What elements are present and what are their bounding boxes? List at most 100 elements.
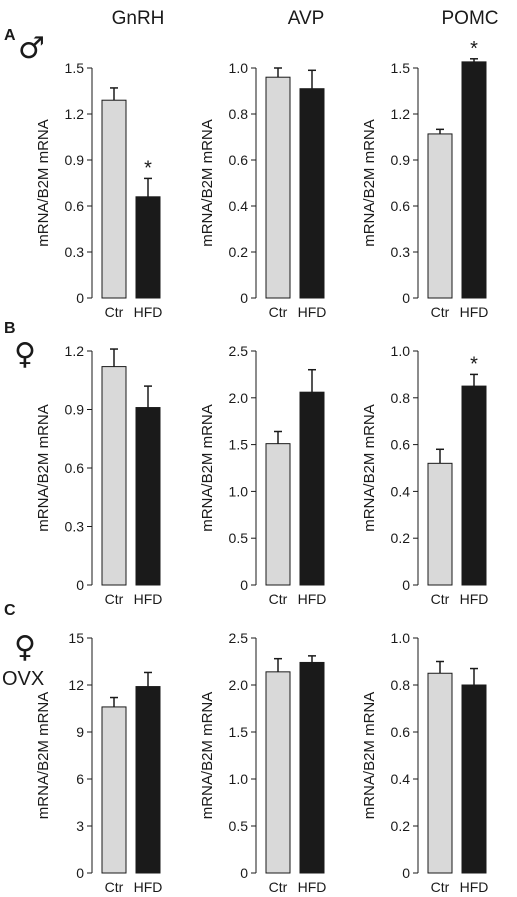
chart-1-tick-label: 0 (240, 290, 248, 306)
chart-1-bar-ctr (265, 76, 291, 299)
chart-6-tick-label: 12 (68, 677, 84, 693)
chart-4-category-label: HFD (298, 591, 327, 607)
chart-7-category-label: HFD (298, 879, 327, 895)
chart-6-tick-label: 6 (76, 771, 84, 787)
chart-2-tick-label: 0.9 (391, 152, 411, 168)
chart-5-tick-label: 0 (402, 577, 410, 593)
panel-letter-c: C (4, 602, 16, 619)
chart-0-category-label: HFD (134, 304, 163, 320)
chart-2-y-label: mRNA/B2M mRNA (361, 119, 378, 247)
chart-6-tick-label: 0 (76, 865, 84, 881)
chart-2-category-label: HFD (460, 304, 489, 320)
chart-6-bar-hfd (135, 686, 161, 874)
chart-1-tick-label: 0.2 (229, 244, 249, 260)
chart-7-y-label: mRNA/B2M mRNA (199, 692, 216, 820)
chart-4-tick-label: 2.0 (229, 390, 249, 406)
chart-8-tick-label: 0.8 (391, 677, 411, 693)
chart-8-bar-ctr (427, 672, 453, 874)
column-title-gnrh: GnRH (112, 8, 165, 29)
chart-1-y-label: mRNA/B2M mRNA (199, 119, 216, 247)
chart-4-bar-hfd (299, 391, 325, 586)
chart-8-tick-label: 0.4 (391, 771, 411, 787)
female-symbol-icon: ♀ (14, 337, 36, 372)
chart-5-category-label: Ctr (431, 591, 450, 607)
chart-1-category-label: Ctr (269, 304, 288, 320)
chart-4-tick-label: 0 (240, 577, 248, 593)
chart-6-tick-label: 3 (76, 818, 84, 834)
chart-8-tick-label: 1.0 (391, 630, 411, 646)
chart-4-y-label: mRNA/B2M mRNA (199, 404, 216, 532)
chart-1-bar-hfd (299, 88, 325, 299)
chart-2-tick-label: 0.6 (391, 198, 411, 214)
chart-0-tick-label: 1.5 (65, 60, 85, 76)
chart-4-tick-label: 2.5 (229, 343, 249, 359)
chart-7-tick-label: 0 (240, 865, 248, 881)
chart-6-bar-ctr (101, 706, 127, 874)
chart-5-tick-label: 0.4 (391, 483, 411, 499)
chart-2-category-label: Ctr (431, 304, 450, 320)
chart-8-category-label: Ctr (431, 879, 450, 895)
chart-4-bar-ctr (265, 443, 291, 586)
chart-2-bar-hfd (461, 61, 487, 299)
chart-0-tick-label: 0.3 (65, 244, 85, 260)
chart-8-category-label: HFD (460, 879, 489, 895)
chart-0-bar-ctr (101, 99, 127, 299)
chart-1-category-label: HFD (298, 304, 327, 320)
female-symbol-icon-ovx: ♀ (14, 630, 36, 665)
chart-6-tick-label: 15 (68, 630, 84, 646)
chart-7-tick-label: 1.5 (229, 724, 249, 740)
chart-1-tick-label: 0.8 (229, 106, 249, 122)
chart-2-tick-label: 0 (402, 290, 410, 306)
chart-3-tick-label: 1.2 (65, 343, 85, 359)
chart-8-tick-label: 0.6 (391, 724, 411, 740)
chart-4-category-label: Ctr (269, 591, 288, 607)
panel-letter-b: B (4, 320, 16, 337)
chart-0-tick-label: 0 (76, 290, 84, 306)
chart-5-bar-hfd (461, 385, 487, 586)
chart-3-category-label: Ctr (105, 591, 124, 607)
chart-2-tick-label: 1.5 (391, 60, 411, 76)
chart-0-bar-hfd (135, 196, 161, 299)
chart-5-tick-label: 1.0 (391, 343, 411, 359)
chart-2-bar-ctr (427, 133, 453, 299)
chart-3-bar-ctr (101, 366, 127, 586)
chart-0-significance-mark: * (144, 157, 152, 179)
chart-3-tick-label: 0.3 (65, 519, 85, 535)
chart-5-tick-label: 0.8 (391, 390, 411, 406)
chart-7-category-label: Ctr (269, 879, 288, 895)
column-title-avp: AVP (288, 8, 325, 29)
chart-0-category-label: Ctr (105, 304, 124, 320)
column-title-pomc: POMC (442, 8, 499, 29)
chart-4-tick-label: 1.0 (229, 483, 249, 499)
chart-7-bar-ctr (265, 671, 291, 874)
panel-letter-a: A (4, 27, 16, 44)
chart-5-bar-ctr (427, 462, 453, 586)
chart-2-tick-label: 1.2 (391, 106, 411, 122)
chart-7-tick-label: 2.5 (229, 630, 249, 646)
chart-6-tick-label: 9 (76, 724, 84, 740)
chart-5-tick-label: 0.2 (391, 530, 411, 546)
chart-2-significance-mark: * (470, 38, 478, 60)
chart-8-tick-label: 0.2 (391, 818, 411, 834)
chart-6-y-label: mRNA/B2M mRNA (35, 692, 52, 820)
chart-4-tick-label: 0.5 (229, 530, 249, 546)
chart-1-tick-label: 1.0 (229, 60, 249, 76)
chart-3-bar-hfd (135, 407, 161, 586)
chart-5-significance-mark: * (470, 353, 478, 375)
chart-3-tick-label: 0.6 (65, 460, 85, 476)
chart-8-tick-label: 0 (402, 865, 410, 881)
chart-6-category-label: HFD (134, 879, 163, 895)
chart-6-category-label: Ctr (105, 879, 124, 895)
chart-7-tick-label: 0.5 (229, 818, 249, 834)
ovx-label: OVX (2, 668, 44, 690)
chart-5-tick-label: 0.6 (391, 437, 411, 453)
chart-1-tick-label: 0.4 (229, 198, 249, 214)
chart-8-y-label: mRNA/B2M mRNA (361, 692, 378, 820)
chart-7-bar-hfd (299, 661, 325, 874)
chart-3-category-label: HFD (134, 591, 163, 607)
chart-7-tick-label: 2.0 (229, 677, 249, 693)
chart-5-y-label: mRNA/B2M mRNA (361, 404, 378, 532)
chart-2-tick-label: 0.3 (391, 244, 411, 260)
chart-0-y-label: mRNA/B2M mRNA (35, 119, 52, 247)
